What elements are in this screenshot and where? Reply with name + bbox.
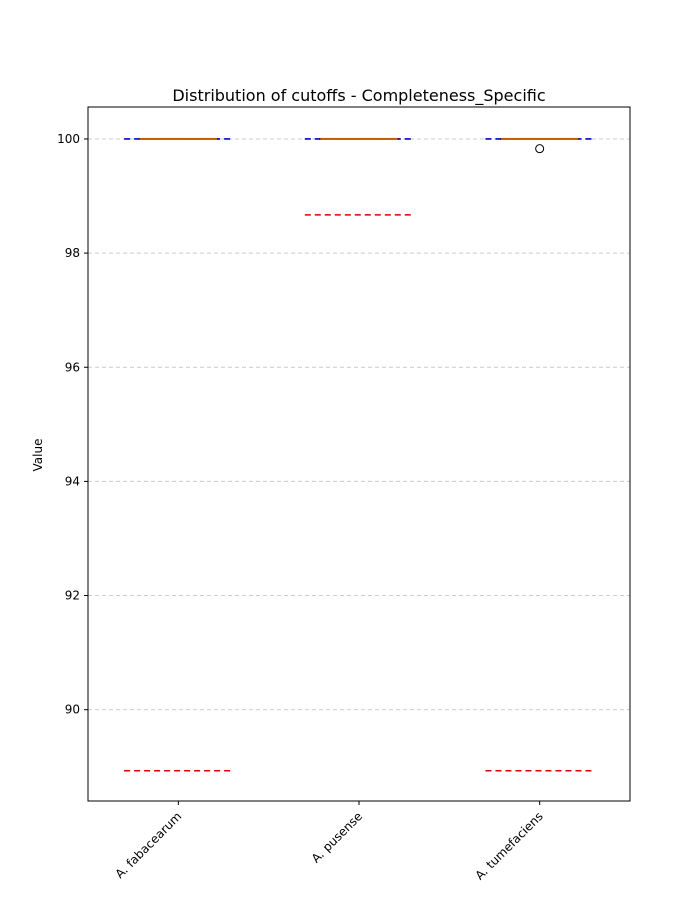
y-axis-label: Value (31, 439, 45, 472)
y-tick-label: 92 (65, 589, 80, 603)
outlier-point (535, 144, 545, 154)
y-axis-ticks: 90 92 94 96 98 100 (57, 132, 88, 717)
y-tick-label: 96 (65, 360, 80, 374)
y-tick-label: 94 (65, 474, 80, 488)
y-tick-label: 100 (57, 132, 80, 146)
box-3 (500, 137, 580, 154)
box-1 (138, 137, 218, 140)
chart-title: Distribution of cutoffs - Completeness_S… (172, 86, 545, 106)
y-tick-label: 98 (65, 246, 80, 260)
box-2 (319, 137, 399, 140)
boxes (138, 137, 580, 154)
y-tick-label: 90 (65, 703, 80, 717)
